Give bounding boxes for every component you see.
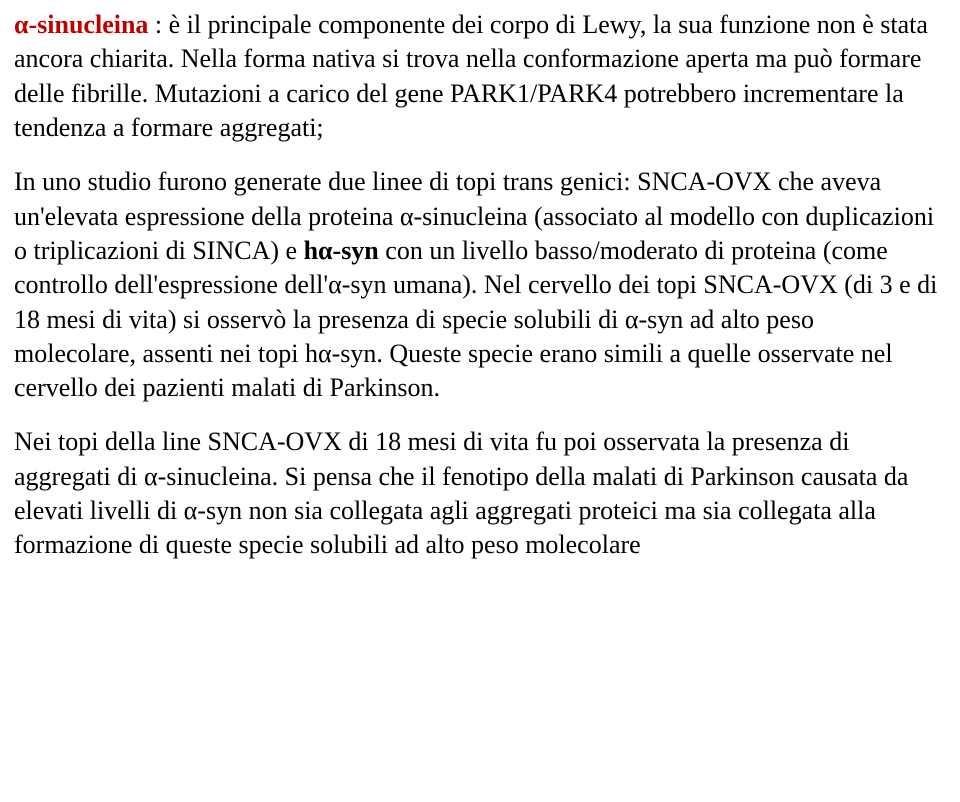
- term-h-alpha-syn: hα-syn: [304, 236, 379, 265]
- paragraph-1: α-sinucleina : è il principale component…: [14, 8, 942, 145]
- term-alpha-sinucleina: α-sinucleina: [14, 10, 148, 39]
- document-page: α-sinucleina : è il principale component…: [0, 0, 960, 603]
- paragraph-3: Nei topi della line SNCA-OVX di 18 mesi …: [14, 425, 942, 562]
- paragraph-3-text: Nei topi della line SNCA-OVX di 18 mesi …: [14, 427, 908, 559]
- paragraph-1-text: : è il principale componente dei corpo d…: [14, 10, 928, 142]
- paragraph-2: In uno studio furono generate due linee …: [14, 165, 942, 405]
